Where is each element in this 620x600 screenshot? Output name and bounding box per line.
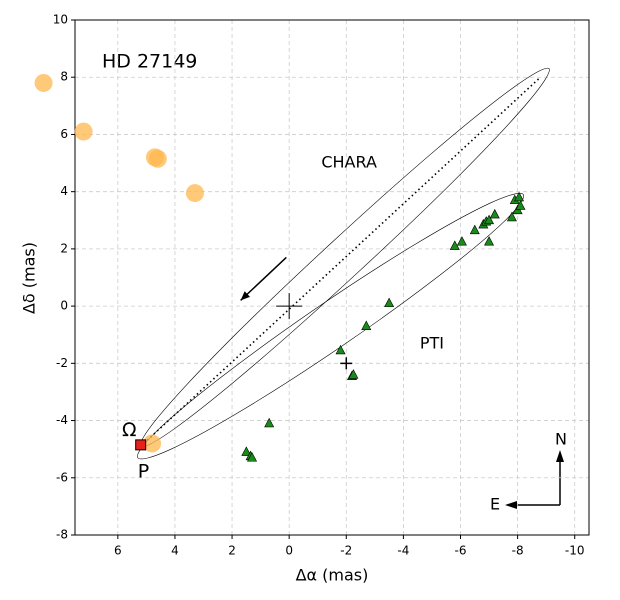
chara-point	[34, 73, 53, 92]
series-label: CHARA	[321, 153, 377, 172]
y-axis-label: Δδ (mas)	[20, 242, 39, 314]
arrow-head	[240, 291, 251, 301]
pti-point	[484, 236, 495, 246]
x-tick-label: -4	[397, 544, 409, 558]
y-tick-label: -6	[56, 470, 68, 484]
chara-point	[145, 148, 164, 167]
pti-point	[264, 417, 275, 428]
series-label: PTI	[420, 334, 444, 353]
annotation: P	[138, 461, 149, 483]
compass: N E	[490, 430, 567, 514]
center-cross	[276, 293, 303, 320]
y-tick-label: 4	[60, 184, 68, 198]
y-tick-label: 2	[60, 241, 68, 255]
compass-east-head	[505, 501, 517, 509]
x-axis-label: Δα (mas)	[296, 566, 369, 585]
periastron-node	[135, 439, 147, 451]
y-tick-label: -8	[56, 528, 68, 542]
x-tick-label: -8	[512, 544, 524, 558]
y-tick-label: 0	[60, 299, 68, 313]
compass-north-head	[556, 450, 564, 462]
line-of-nodes	[140, 76, 541, 447]
x-tick-label: -10	[565, 544, 585, 558]
y-tick-label: -4	[56, 413, 68, 427]
x-tick-label: 4	[171, 544, 179, 558]
pti-point	[489, 208, 500, 219]
chara-point	[143, 434, 162, 453]
pti-point	[456, 236, 467, 246]
motion-arrow	[240, 256, 287, 301]
y-tick-label: 6	[60, 127, 68, 141]
chara-point	[74, 122, 93, 141]
pti-point	[484, 214, 495, 225]
compass-e: E	[490, 495, 500, 514]
pti-point	[469, 224, 480, 235]
pti-point	[514, 191, 525, 202]
pti-point	[506, 211, 517, 222]
x-tick-label: 2	[228, 544, 236, 558]
orbit	[137, 193, 524, 460]
y-tick-label: -2	[56, 356, 68, 370]
x-tick-label: 0	[285, 544, 293, 558]
chara-point	[185, 184, 204, 203]
annotation: Ω	[122, 419, 137, 441]
x-tick-label: 6	[114, 544, 122, 558]
pti-point	[348, 369, 359, 379]
plot-frame	[74, 19, 590, 536]
y-tick-label: 8	[60, 70, 68, 84]
chart-title: HD 27149	[102, 51, 197, 73]
x-tick-label: -6	[455, 544, 467, 558]
pti-point	[384, 297, 395, 308]
pti-point	[241, 446, 252, 456]
y-tick-label: 10	[53, 13, 68, 27]
pti-point	[361, 320, 372, 330]
pti-point	[449, 240, 460, 250]
compass-n: N	[555, 430, 567, 449]
pti-point	[515, 200, 526, 210]
pti-point	[335, 344, 346, 355]
pti-point	[247, 452, 258, 462]
center-cross	[340, 357, 353, 370]
x-tick-label: -2	[340, 544, 352, 558]
